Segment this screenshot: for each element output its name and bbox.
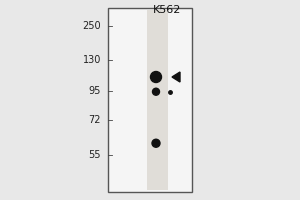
- Bar: [108, 8, 192, 192]
- Text: 95: 95: [88, 86, 101, 96]
- Bar: [147, 10, 168, 190]
- Circle shape: [152, 139, 160, 147]
- Text: 130: 130: [82, 55, 101, 65]
- Text: 250: 250: [82, 21, 101, 31]
- Circle shape: [152, 88, 160, 95]
- Circle shape: [151, 72, 161, 82]
- Text: 72: 72: [88, 115, 101, 125]
- Text: K562: K562: [153, 5, 181, 15]
- Text: 55: 55: [88, 150, 101, 160]
- Polygon shape: [172, 72, 180, 82]
